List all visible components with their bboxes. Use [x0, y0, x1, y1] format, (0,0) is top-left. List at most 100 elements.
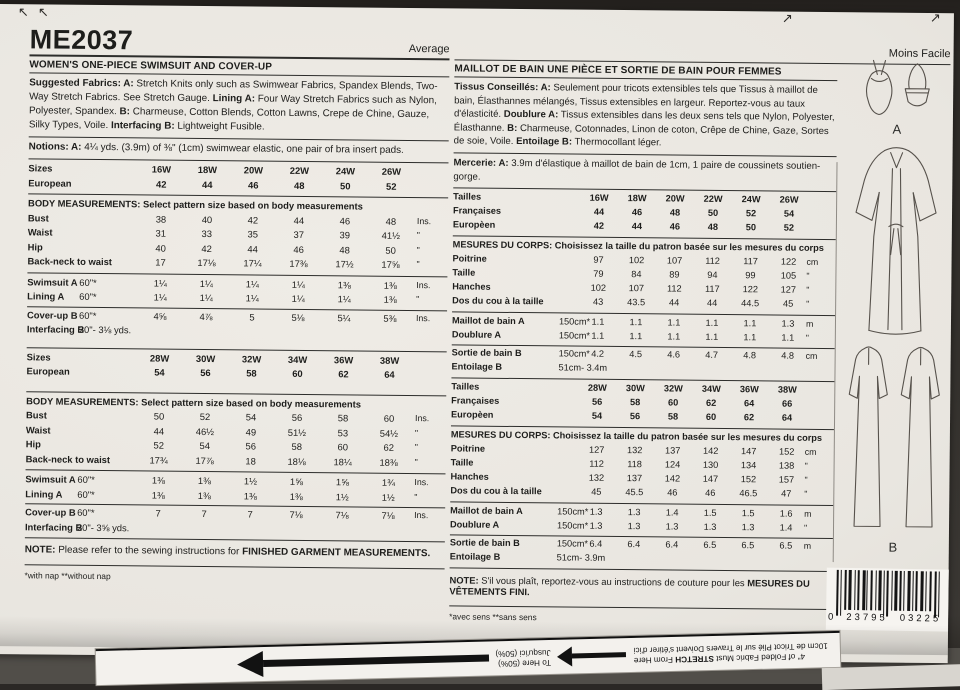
table-cell: 43.5	[627, 297, 646, 308]
pattern-envelope-back: ↖ ↖ ↗ ↗ ME2037 Average WOMEN'S ONE-PIECE…	[0, 4, 954, 664]
table-cell: 147	[741, 446, 757, 457]
table-cell: 79	[593, 268, 604, 280]
table-cell: 1⅜	[197, 489, 211, 501]
table-row: Interfacing B 20"- 3⅛ yds.	[27, 323, 447, 342]
row-label: Cover-up B	[26, 308, 78, 321]
row-label: Tailles	[453, 191, 482, 202]
table-cell: "	[414, 442, 418, 453]
table-cell: 1.1	[629, 331, 643, 342]
table-cell: 102	[590, 282, 607, 294]
row-label: Bust	[27, 211, 49, 224]
table-cell: "	[806, 270, 810, 281]
table-cell: 1.1	[591, 316, 605, 328]
table-cell: 36W	[739, 384, 759, 395]
table-cell: 1.3	[665, 521, 679, 532]
table-cell: 1⅝	[335, 476, 349, 488]
header-row: ME2037 Average	[29, 20, 450, 61]
row-label: Doublure A	[451, 329, 502, 341]
table-cell: 1.1	[667, 317, 681, 328]
row-label: Interfacing B	[26, 323, 85, 335]
table-cell: 44	[593, 206, 605, 218]
table-cell: 102	[628, 255, 645, 266]
table-cell: 1.1	[743, 332, 757, 343]
text-segment: From Here	[633, 654, 676, 665]
table-cell: 44	[668, 297, 680, 308]
table-cell: 107	[666, 255, 683, 266]
table-cell: 60"*	[77, 488, 95, 500]
table-cell: 52	[745, 208, 757, 219]
table-cell: 7⅛	[381, 509, 395, 521]
table-cell: 6.5	[703, 539, 717, 551]
table-cell: "	[416, 230, 420, 241]
table-cell: 4⅝	[153, 310, 167, 322]
table-cell: 7	[155, 507, 161, 519]
table-row: Back-neck to waist 17¾ 17⅞ 18 18⅛ 18¼ 18⅜ "	[26, 453, 446, 472]
table-cell: 48	[385, 215, 397, 227]
table-cell: 40	[201, 213, 213, 225]
table-cell: 50	[745, 222, 757, 233]
table-cell: 60	[668, 397, 679, 408]
table-cell: 1½	[243, 475, 258, 487]
table-cell: 1.3	[781, 318, 795, 329]
table-cell: 1.1	[781, 332, 795, 343]
table-cell: 7⅛	[289, 508, 303, 520]
table-cell: 1.6	[779, 508, 793, 519]
table-row: Interfacing B 20"- 3⅝ yds.	[25, 521, 445, 540]
table-cell: 1⅜	[151, 489, 165, 501]
text-segment: Notions: A:	[28, 141, 82, 153]
text-segment: Entoilage B:	[516, 136, 573, 148]
table-cell: 1⅜	[383, 279, 397, 291]
table-cell: 22W	[703, 193, 723, 205]
table-cell: 142	[664, 473, 681, 484]
table-cell: 1.1	[667, 331, 681, 342]
row-label: Hip	[27, 240, 43, 252]
row-label: Waist	[27, 226, 53, 238]
table-cell: 54	[591, 410, 603, 421]
table-cell: 51½	[287, 426, 307, 438]
table-cell: 17⅛	[197, 256, 216, 269]
to-here-label: To Here (50%)	[498, 657, 552, 669]
table-cell: 60"*	[78, 309, 97, 321]
table-cell: 58	[291, 440, 303, 452]
table-cell: 45	[591, 486, 602, 497]
garment-illustrations: A B	[832, 54, 948, 563]
table-cell: 1⅜	[383, 293, 397, 305]
upc-barcode: 0 23795 03225	[825, 567, 949, 632]
table-cell: 137	[665, 445, 681, 456]
text-segment: Lightweight Fusible.	[174, 120, 265, 133]
table-cell: 46	[667, 487, 678, 498]
table-cell: 60	[705, 411, 717, 423]
table-cell: 33	[201, 227, 213, 240]
table-cell: 24W	[741, 194, 761, 205]
table-cell: 89	[669, 269, 680, 280]
row-label: European	[28, 176, 72, 189]
table-cell: 118	[627, 459, 642, 470]
table-cell: 58	[630, 397, 641, 408]
table-cell: 56	[592, 396, 603, 407]
table-cell: 132	[627, 445, 643, 456]
table-cell: 42	[156, 178, 167, 190]
table-cell: "	[804, 488, 808, 499]
table-cell: 127	[780, 284, 797, 295]
text-segment: NOTE:	[24, 544, 56, 556]
table-cell: 60"*	[79, 276, 97, 288]
table-row: Europèen 54 56 58 60 62 64	[451, 410, 834, 428]
table-cell: 1.1	[743, 318, 757, 329]
table-cell: 17⅝	[381, 258, 400, 270]
row-label: Dos du cou à la taille	[452, 295, 544, 307]
table-row: European 42 44 46 48 50 52	[28, 177, 448, 196]
table-cell: 32W	[241, 352, 262, 365]
table-cell: 46	[705, 487, 716, 499]
stretch-arrow-large-icon	[237, 645, 490, 678]
table-cell: 1¾	[381, 476, 395, 488]
table-cell: 18W	[627, 193, 647, 204]
table-cell: "	[806, 284, 810, 295]
measurement-table-en: Sizes 16W 18W 20W 22W 24W 26W European 42 44 46 48 5…	[25, 158, 449, 539]
text-segment: Lining A:	[212, 93, 256, 105]
text-segment: FINISHED GARMENT MEASUREMENTS.	[242, 546, 431, 560]
text-segment: B:	[119, 106, 131, 118]
table-cell: 50	[385, 244, 396, 256]
table-cell: cm	[805, 350, 818, 362]
table-cell: 60"*	[79, 290, 97, 302]
text-segment: Interfacing B:	[110, 120, 175, 132]
